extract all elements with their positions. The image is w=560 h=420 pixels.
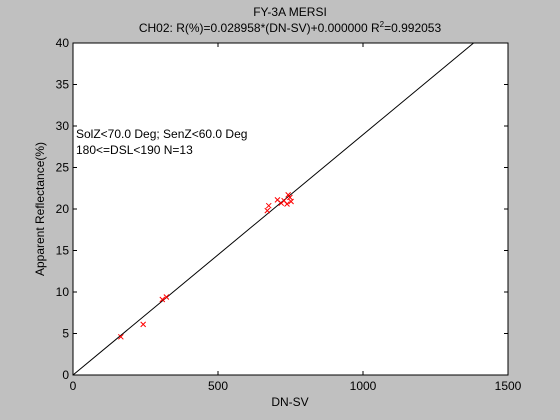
subtitle-superscript: 2 bbox=[380, 20, 385, 29]
plot-area bbox=[72, 42, 509, 376]
x-tick-label: 1000 bbox=[350, 379, 377, 393]
data-point bbox=[287, 194, 293, 201]
data-point bbox=[117, 333, 124, 340]
x-tick-label: 500 bbox=[208, 379, 228, 393]
y-tick-label: 30 bbox=[56, 119, 70, 133]
data-point bbox=[264, 207, 271, 214]
x-tick-label: 0 bbox=[70, 379, 77, 393]
axis-ticks: 0 500 1000 1500 0 5 10 15 20 25 30 35 40 bbox=[56, 36, 522, 393]
data-point bbox=[285, 192, 292, 198]
data-point bbox=[159, 296, 166, 303]
data-point bbox=[265, 202, 272, 209]
y-axis-label: Apparent Reflectance(%) bbox=[33, 142, 47, 276]
x-axis-label: DN-SV bbox=[271, 395, 308, 409]
subtitle-main: CH02: R(%)=0.028958*(DN-SV)+0.000000 R bbox=[139, 21, 380, 35]
data-point bbox=[140, 321, 147, 328]
y-tick-label: 15 bbox=[56, 244, 70, 258]
y-tick-label: 40 bbox=[56, 36, 70, 50]
regression-line bbox=[72, 42, 474, 376]
annotation-line-2: 180<=DSL<190 N=13 bbox=[76, 143, 193, 157]
y-tick-label: 35 bbox=[56, 78, 70, 92]
data-points bbox=[117, 192, 294, 340]
y-tick-label: 10 bbox=[56, 285, 70, 299]
data-point bbox=[288, 198, 294, 205]
data-point bbox=[284, 201, 290, 207]
y-tick-label: 0 bbox=[62, 368, 69, 382]
annotation-line-1: SolZ<70.0 Deg; SenZ<60.0 Deg bbox=[76, 127, 247, 141]
y-tick-label: 20 bbox=[56, 202, 70, 216]
data-point bbox=[163, 294, 170, 300]
x-tick-label: 1500 bbox=[495, 379, 522, 393]
fit-line-layer bbox=[72, 42, 474, 376]
subtitle-tail: =0.992053 bbox=[384, 21, 441, 35]
chart-subtitle: CH02: R(%)=0.028958*(DN-SV)+0.000000 R2=… bbox=[139, 20, 442, 35]
y-tick-label: 5 bbox=[62, 327, 69, 341]
chart-title: FY-3A MERSI bbox=[253, 5, 327, 19]
y-tick-label: 25 bbox=[56, 161, 70, 175]
